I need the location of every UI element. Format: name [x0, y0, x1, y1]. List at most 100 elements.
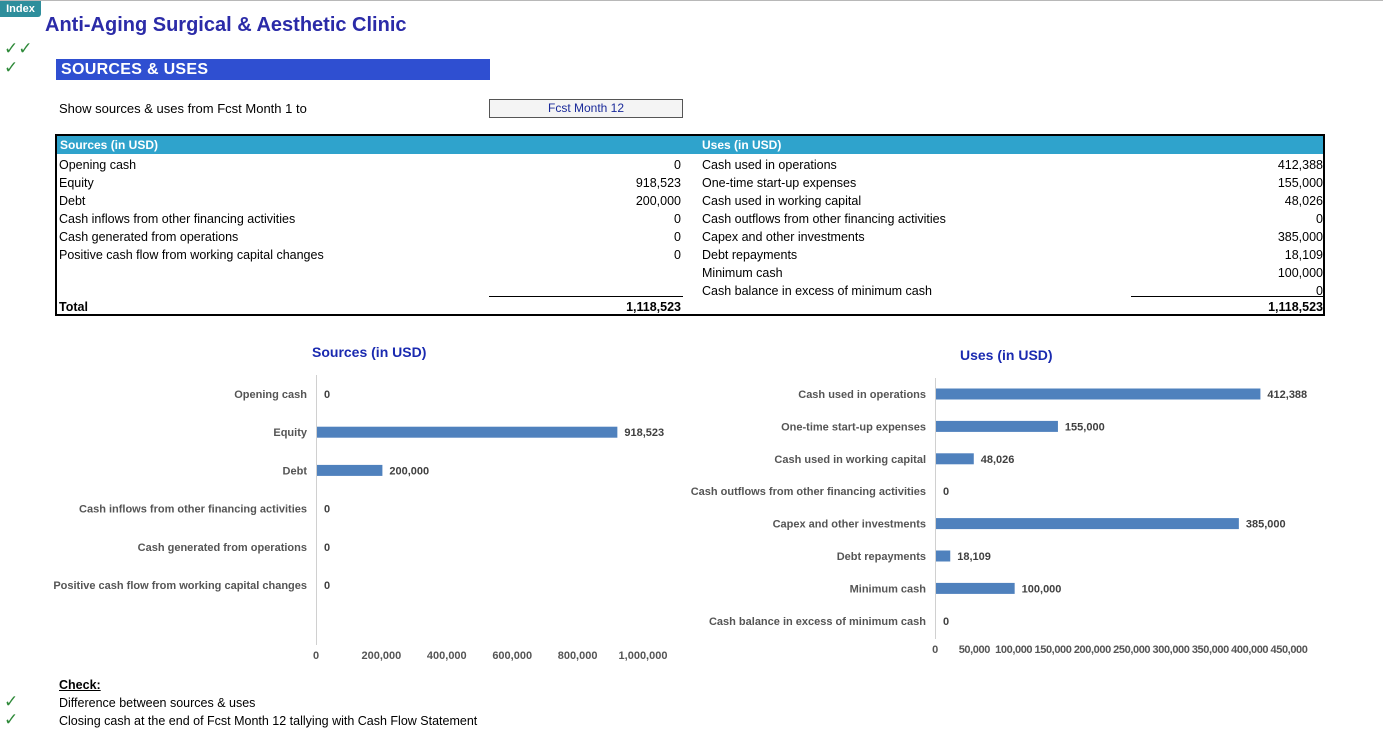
bar [936, 420, 1058, 432]
uses-row: Cash used in operations 412,388 [57, 156, 1323, 174]
bar [936, 388, 1261, 400]
double-check-icon: ✓✓ [4, 39, 33, 59]
uses-chart-title: Uses (in USD) [960, 347, 1053, 363]
sources-label: Opening cash [59, 158, 137, 172]
tick-label: 450,000 [1271, 644, 1308, 656]
period-label: Show sources & uses from Fcst Month 1 to [59, 101, 307, 116]
category-label: Positive cash flow from working capital … [53, 580, 307, 592]
tick-label: 200,000 [1074, 644, 1111, 656]
check-item: Closing cash at the end of Fcst Month 12… [59, 714, 478, 728]
tick-label: 200,000 [362, 650, 402, 662]
period-select[interactable]: Fcst Month 12 [489, 99, 683, 118]
sources-label: Debt [59, 194, 86, 208]
value-label: 412,388 [1267, 389, 1307, 401]
uses-row: Cash outflows from other financing activ… [57, 210, 1323, 228]
check-icon: ✓ [4, 692, 19, 712]
category-label: Debt repayments [837, 551, 926, 563]
check-icon: ✓ [4, 58, 19, 78]
tick-label: 50,000 [959, 644, 991, 656]
tick-label: 0 [313, 650, 319, 662]
check-title: Check: [59, 678, 101, 692]
value-label: 918,523 [624, 427, 664, 439]
uses-label: One-time start-up expenses [702, 176, 857, 190]
value-label: 100,000 [1022, 583, 1062, 595]
sources-label: Positive cash flow from working capital … [59, 248, 324, 262]
sources-row: Debt 200,000 [57, 192, 1323, 210]
uses-row: Capex and other investments 385,000 [57, 228, 1323, 246]
value-label: 48,026 [981, 454, 1015, 466]
uses-value: 0 [1316, 212, 1323, 226]
value-label: 0 [324, 504, 330, 516]
category-label: Capex and other investments [773, 519, 926, 531]
bar [317, 464, 383, 476]
uses-row: One-time start-up expenses 155,000 [57, 174, 1323, 192]
tick-label: 250,000 [1113, 644, 1150, 656]
index-button[interactable]: Index [0, 1, 41, 17]
top-border [0, 0, 1383, 1]
sources-uses-table: Sources (in USD) Uses (in USD) Opening c… [55, 134, 1325, 316]
sources-value: 918,523 [635, 176, 681, 190]
total-label: Total [59, 300, 88, 314]
tick-label: 150,000 [1035, 644, 1072, 656]
uses-total-value: 1,118,523 [1268, 300, 1323, 314]
table-header: Sources (in USD) Uses (in USD) [57, 136, 1323, 154]
value-label: 155,000 [1065, 421, 1105, 433]
sources-value: 0 [674, 248, 681, 262]
tick-label: 400,000 [427, 650, 467, 662]
bar [936, 453, 974, 465]
uses-label: Cash outflows from other financing activ… [702, 212, 946, 226]
uses-row: Minimum cash 100,000 [57, 264, 1323, 282]
uses-label: Cash balance in excess of minimum cash [702, 284, 932, 298]
uses-total-rule [1131, 296, 1325, 297]
uses-label: Cash used in working capital [702, 194, 862, 208]
bar [936, 518, 1239, 530]
tick-label: 350,000 [1192, 644, 1229, 656]
sources-value: 200,000 [635, 194, 681, 208]
category-label: Cash inflows from other financing activi… [79, 504, 307, 516]
uses-label: Cash used in operations [702, 158, 837, 172]
value-label: 200,000 [389, 465, 429, 477]
tick-label: 800,000 [558, 650, 598, 662]
value-label: 0 [324, 542, 330, 554]
sources-total-rule [489, 296, 683, 297]
value-label: 0 [324, 389, 330, 401]
uses-header: Uses (in USD) [702, 138, 782, 152]
category-label: Cash outflows from other financing activ… [691, 486, 926, 498]
uses-row: Debt repayments 18,109 [57, 246, 1323, 264]
section-title: SOURCES & USES [56, 59, 490, 80]
sources-label: Cash inflows from other financing activi… [59, 212, 296, 226]
sources-row: Cash inflows from other financing activi… [57, 210, 1323, 228]
uses-row: Cash used in working capital 48,026 [57, 192, 1323, 210]
category-label: Minimum cash [850, 583, 927, 595]
value-label: 0 [943, 486, 949, 498]
uses-value: 48,026 [1284, 194, 1323, 208]
category-label: One-time start-up expenses [781, 421, 926, 433]
sources-label: Cash generated from operations [59, 230, 239, 244]
tick-label: 1,000,000 [619, 650, 668, 662]
tick-label: 600,000 [492, 650, 532, 662]
value-label: 385,000 [1246, 519, 1286, 531]
category-label: Cash balance in excess of minimum cash [709, 616, 926, 628]
tick-label: 300,000 [1153, 644, 1190, 656]
sources-row: Positive cash flow from working capital … [57, 246, 1323, 264]
value-label: 0 [943, 616, 949, 628]
sources-chart-title: Sources (in USD) [312, 344, 427, 360]
bar [936, 550, 951, 562]
sources-total-value: 1,118,523 [626, 300, 681, 314]
sources-label: Equity [59, 176, 94, 190]
sources-header: Sources (in USD) [60, 138, 159, 152]
bar [317, 426, 618, 438]
uses-value: 0 [1316, 284, 1323, 298]
category-label: Cash used in operations [798, 389, 926, 401]
value-label: 18,109 [957, 551, 991, 563]
sources-row: Cash generated from operations 0 [57, 228, 1323, 246]
bar [936, 582, 1015, 594]
uses-value: 155,000 [1277, 176, 1323, 190]
total-row: Total 1,118,523 1,118,523 [57, 298, 1323, 316]
sources-value: 0 [674, 212, 681, 226]
category-label: Debt [283, 465, 308, 477]
category-label: Opening cash [234, 389, 307, 401]
uses-value: 412,388 [1277, 158, 1323, 172]
